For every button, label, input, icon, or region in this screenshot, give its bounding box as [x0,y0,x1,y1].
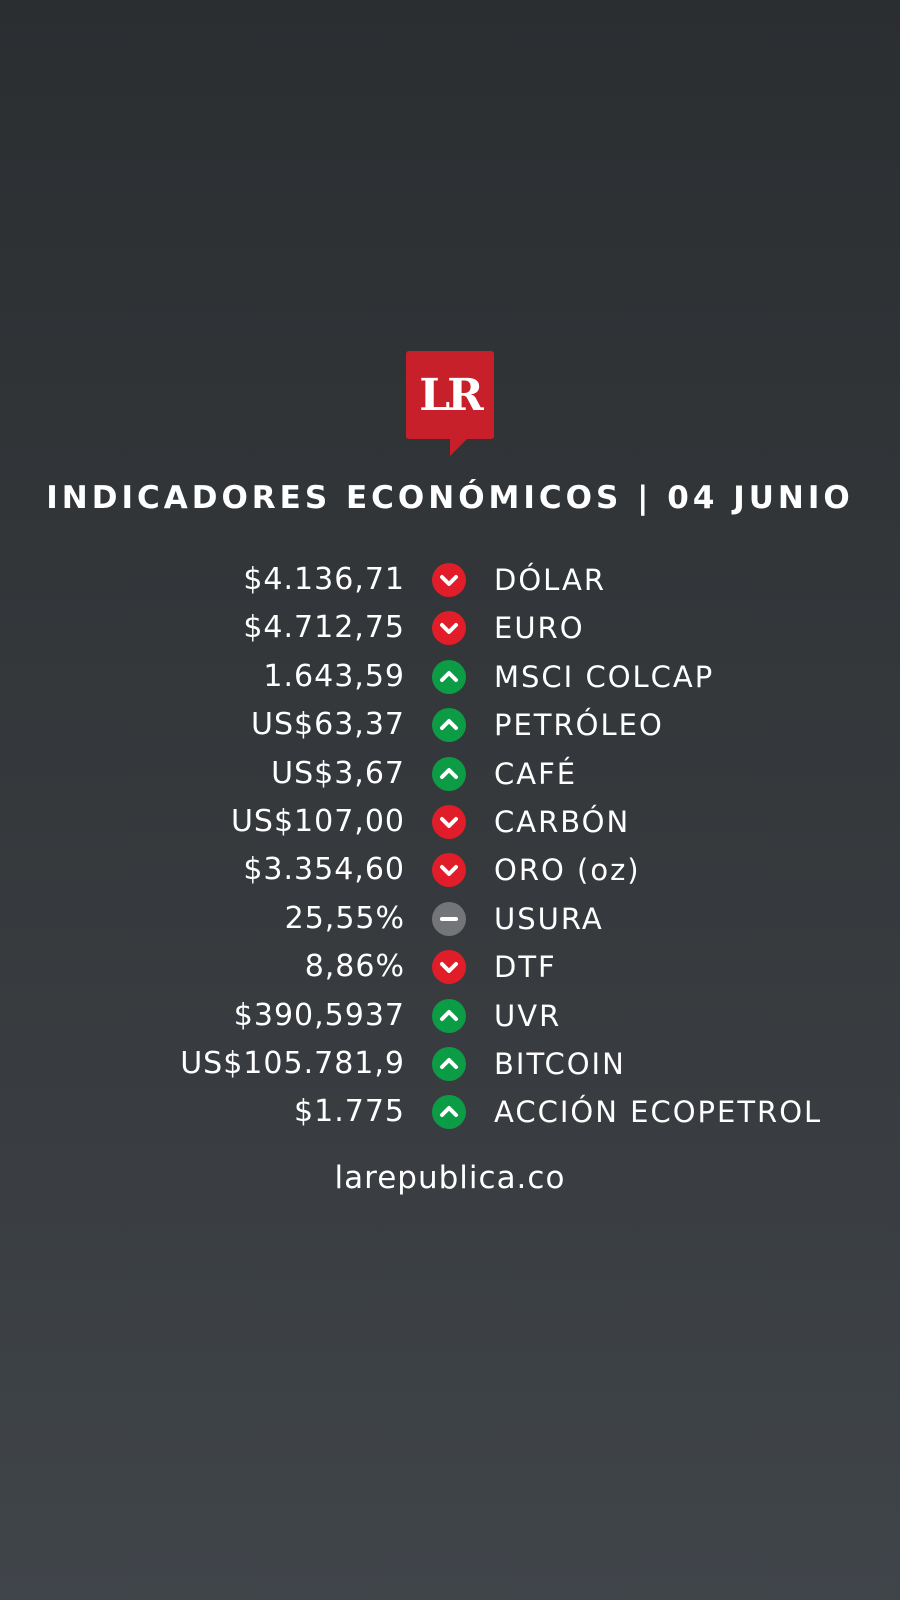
lr-logo: LR [406,351,494,456]
chevron-up-icon [432,708,466,743]
indicator-row: $1.775 ACCIÓN ECOPETROL [0,1088,900,1136]
indicator-value: US$107,00 [230,803,405,839]
indicator-value: $1.775 [294,1094,405,1130]
chevron-down-icon [432,853,466,888]
indicator-row: 8,86% DTF [0,943,900,991]
indicator-label: CARBÓN [494,804,631,839]
indicator-value: $390,5937 [233,997,405,1033]
chevron-up-icon [432,659,466,694]
indicator-value: 25,55% [284,900,405,936]
indicator-label: DTF [494,950,557,985]
indicator-row: US$3,67 CAFÉ [0,750,900,798]
chevron-up-icon [432,756,466,791]
indicator-value: US$63,37 [251,707,405,743]
indicator-row: US$105.781,9 BITCOIN [0,1040,900,1088]
logo-badge [406,351,494,439]
indicator-label: USURA [494,901,604,936]
logo-speech-tail [450,438,468,456]
indicator-label: ACCIÓN ECOPETROL [494,1095,823,1130]
logo-text: LR [419,369,484,421]
indicator-row: $390,5937 UVR [0,992,900,1040]
page-title: INDICADORES ECONÓMICOS | 04 JUNIO [46,480,854,516]
indicator-row: $3.354,60 ORO (oz) [0,846,900,894]
indicator-row: US$63,37 PETRÓLEO [0,701,900,749]
indicator-value: $4.712,75 [243,610,405,646]
indicator-label: EURO [494,611,585,646]
indicator-label: BITCOIN [494,1046,626,1081]
minus-icon [432,901,466,936]
chevron-down-icon [432,563,466,597]
indicator-label: MSCI COLCAP [494,659,715,694]
indicator-value: US$105.781,9 [180,1045,405,1081]
chevron-up-icon [432,1046,466,1081]
chevron-down-icon [432,804,466,839]
chevron-down-icon [432,950,466,985]
indicator-list: $4.136,71 DÓLAR $4.712,75 EURO 1.643,59 MSCI … [0,556,900,1137]
indicator-row: $4.712,75 EURO [0,604,900,652]
chevron-up-icon [432,998,466,1033]
chevron-up-icon [432,1095,466,1130]
indicator-value: $3.354,60 [243,852,405,888]
indicator-value: 8,86% [304,949,405,985]
indicator-label: PETRÓLEO [494,708,664,743]
indicator-label: UVR [494,998,562,1033]
indicator-label: ORO (oz) [494,853,641,888]
indicator-label: DÓLAR [494,563,606,597]
indicator-value: US$3,67 [271,755,405,791]
indicator-row: 25,55% USURA [0,895,900,943]
indicator-label: CAFÉ [494,756,578,791]
chevron-down-icon [432,611,466,646]
indicator-row: $4.136,71 DÓLAR [0,556,900,604]
indicator-value: 1.643,59 [263,658,405,694]
indicator-value: $4.136,71 [243,562,405,597]
indicator-row: US$107,00 CARBÓN [0,798,900,846]
footer-url: larepublica.co [334,1160,566,1196]
indicator-row: 1.643,59 MSCI COLCAP [0,653,900,701]
